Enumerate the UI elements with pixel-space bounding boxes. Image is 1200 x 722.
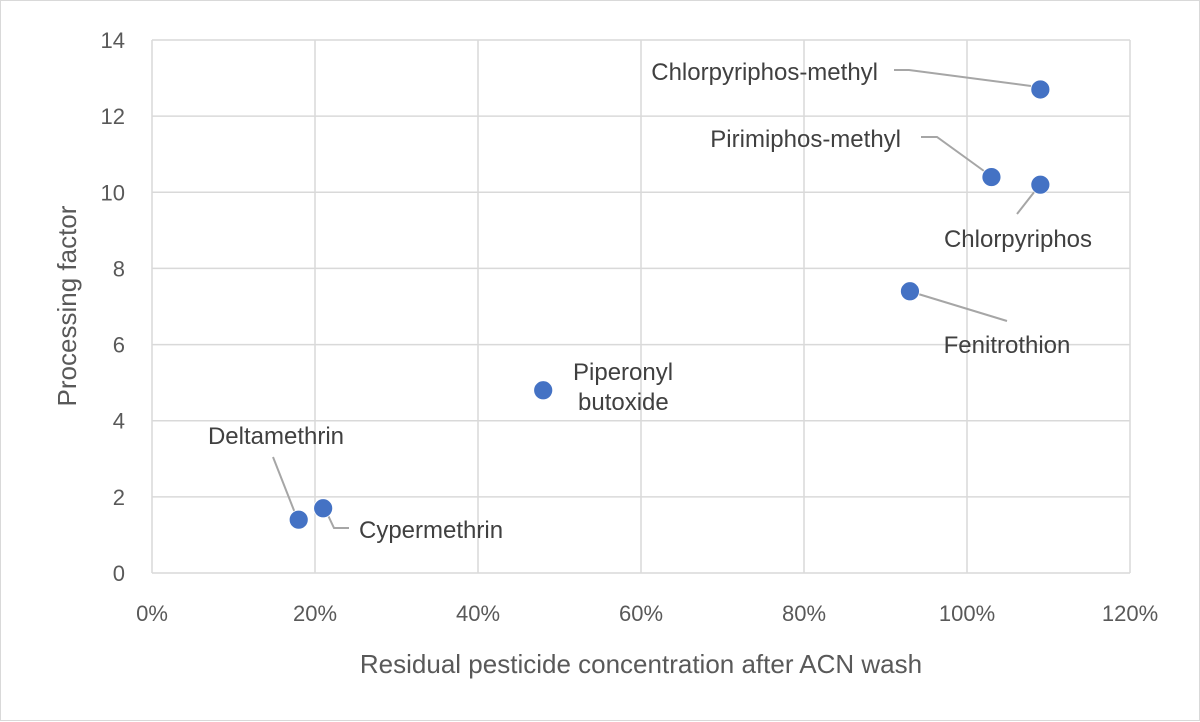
y-tick-label: 0 xyxy=(113,561,125,586)
tick-labels: 0 2 4 6 8 10 12 14 0% 20% 40% 60% 80% 100% 120% xyxy=(101,28,1159,626)
leader-lines xyxy=(272,69,1036,529)
data-label: Deltamethrin xyxy=(208,423,344,450)
data-point xyxy=(1030,174,1051,195)
leader-line xyxy=(894,69,1032,87)
data-label-line: Piperonyl xyxy=(573,359,673,386)
x-tick-label: 40% xyxy=(456,601,500,626)
data-point xyxy=(900,281,920,302)
leader-line xyxy=(272,456,296,514)
data-label: Chlorpyriphos xyxy=(944,226,1092,253)
y-tick-label: 12 xyxy=(101,104,125,129)
x-tick-label: 60% xyxy=(619,601,663,626)
data-point xyxy=(981,167,1002,187)
data-point xyxy=(313,498,334,519)
data-point xyxy=(1030,79,1051,100)
y-tick-label: 2 xyxy=(113,485,125,510)
y-axis-title: Processing factor xyxy=(52,205,82,406)
x-tick-label: 100% xyxy=(939,601,995,626)
y-tick-label: 4 xyxy=(113,409,125,434)
x-tick-label: 0% xyxy=(136,601,168,626)
data-label: Fenitrothion xyxy=(944,332,1071,359)
data-label: Piperonyl butoxide xyxy=(573,359,673,416)
data-label: Pirimiphos-methyl xyxy=(710,126,901,153)
y-tick-label: 10 xyxy=(101,180,125,205)
data-labels: Chlorpyriphos-methyl Pirimiphos-methyl Chl… xyxy=(208,59,1092,544)
data-label: Chlorpyriphos-methyl xyxy=(651,59,878,86)
data-point xyxy=(288,509,309,530)
y-tick-label: 8 xyxy=(113,256,125,281)
data-point xyxy=(533,380,554,401)
x-axis-title: Residual pesticide concentration after A… xyxy=(360,649,922,679)
leader-line xyxy=(325,510,349,529)
leader-line xyxy=(921,136,985,172)
data-label-line: butoxide xyxy=(578,389,669,416)
x-tick-label: 120% xyxy=(1102,601,1158,626)
leader-line xyxy=(1016,190,1036,215)
x-tick-label: 20% xyxy=(293,601,337,626)
y-tick-label: 6 xyxy=(113,333,125,358)
leader-line xyxy=(914,292,1008,322)
y-tick-label: 14 xyxy=(101,28,125,53)
x-tick-label: 80% xyxy=(782,601,826,626)
data-points xyxy=(288,79,1051,530)
gridlines xyxy=(151,39,1131,574)
data-label: Cypermethrin xyxy=(359,517,503,544)
